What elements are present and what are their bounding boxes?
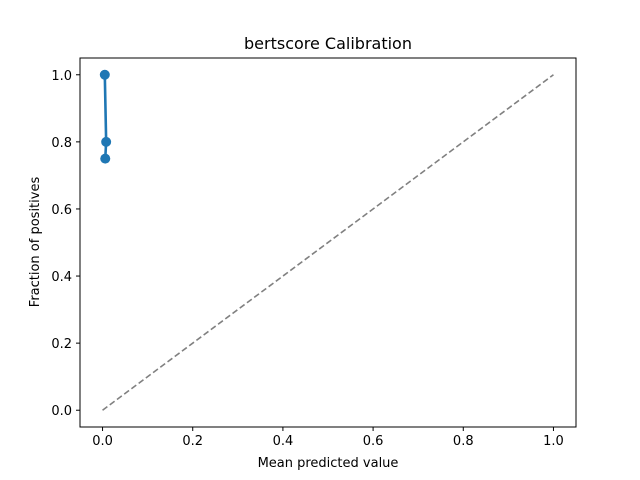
y-tick-label: 1.0 bbox=[51, 69, 72, 84]
perfect-calibration-line bbox=[102, 74, 554, 411]
x-tick-label: 0.2 bbox=[182, 434, 203, 449]
y-tick-label: 0.0 bbox=[51, 404, 72, 419]
x-axis-label: Mean predicted value bbox=[258, 456, 399, 471]
series-layer bbox=[99, 69, 112, 164]
plot-frame bbox=[79, 57, 577, 428]
y-tick-label: 0.6 bbox=[51, 203, 72, 218]
y-tick-label: 0.2 bbox=[51, 337, 72, 352]
reference-line-layer bbox=[102, 74, 554, 411]
y-tick-label: 0.4 bbox=[51, 270, 72, 285]
x-tick-label: 0.8 bbox=[453, 434, 474, 449]
x-tick-label: 0.0 bbox=[92, 434, 113, 449]
y-axis-label: Fraction of positives bbox=[28, 177, 43, 308]
calibration-point bbox=[100, 153, 111, 164]
x-tick-label: 0.4 bbox=[273, 434, 294, 449]
calibration-point bbox=[99, 69, 110, 80]
x-tick-label: 1.0 bbox=[543, 434, 564, 449]
x-tick-label: 0.6 bbox=[363, 434, 384, 449]
y-axis-ticks: 0.0 0.2 0.4 0.6 0.8 1.0 bbox=[51, 69, 80, 419]
y-tick-label: 0.8 bbox=[51, 136, 72, 151]
calibration-point bbox=[101, 136, 112, 147]
x-axis-ticks: 0.0 0.2 0.4 0.6 0.8 1.0 bbox=[92, 427, 564, 449]
chart-title: bertscore Calibration bbox=[244, 34, 412, 53]
